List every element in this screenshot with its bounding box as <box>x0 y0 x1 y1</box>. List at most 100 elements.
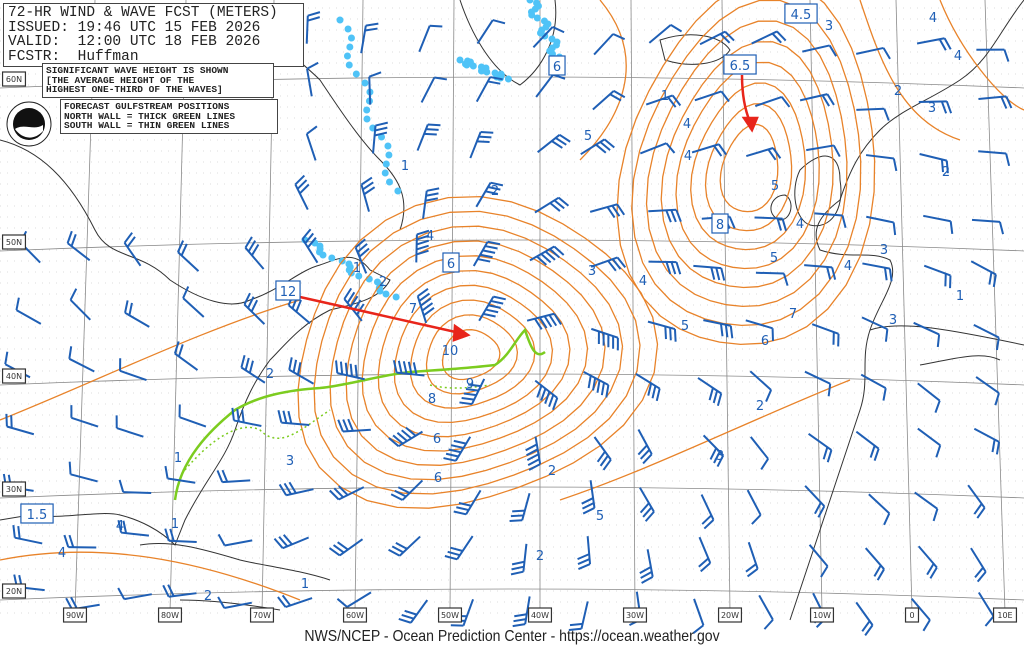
wind-barb <box>806 144 841 158</box>
lat-label: 50N <box>6 238 22 247</box>
note-line: HIGHEST ONE-THIRD OF THE WAVES] <box>46 84 223 95</box>
barb-shaft <box>167 477 196 484</box>
meridian-line <box>449 0 455 613</box>
barb-flag <box>892 222 897 236</box>
barb-flag <box>600 382 605 396</box>
wind-barb <box>328 538 364 557</box>
barb-flag <box>612 33 626 41</box>
max-wave-height-box-box <box>20 503 54 524</box>
wind-barb <box>336 591 372 608</box>
wind-barb <box>68 346 95 373</box>
max-wave-height-box: 6.5 <box>730 59 751 74</box>
barb-shaft <box>861 316 888 331</box>
wind-barb <box>390 479 424 501</box>
barb-flag <box>826 266 832 280</box>
barb-flag <box>115 415 118 429</box>
wind-barb <box>648 208 682 223</box>
wind-barb <box>973 324 1000 351</box>
wind-barb <box>639 142 676 155</box>
meridian-line <box>984 0 1006 613</box>
wind-barb <box>811 323 840 347</box>
wave-contour <box>645 20 848 308</box>
lon-label-box <box>992 607 1018 623</box>
barb-flag <box>397 360 403 374</box>
barb-flag <box>922 619 931 632</box>
barb-flag <box>339 361 344 375</box>
wind-barb <box>534 196 570 214</box>
wind-barb <box>913 321 941 348</box>
barb-flag <box>328 547 341 557</box>
barb-flag <box>675 209 682 222</box>
footer-credit: NWS/NCEP - Ocean Prediction Center - htt… <box>304 628 720 645</box>
barb-flag <box>418 292 431 302</box>
wind-barb <box>802 44 838 57</box>
noaa-logo-graphic <box>6 101 52 147</box>
barb-flag <box>251 243 260 256</box>
contour-label: 4 <box>58 546 66 561</box>
lat-label-box <box>1 71 27 87</box>
contour-label: 2 <box>756 399 764 414</box>
barb-shaft <box>923 214 951 223</box>
wind-barb <box>244 236 265 270</box>
contour-label: 2 <box>379 275 387 290</box>
max-wave-height-box: 6 <box>447 257 455 272</box>
contour-label: 4 <box>639 274 647 289</box>
wind-barb <box>12 525 43 545</box>
ice-dot <box>376 287 384 295</box>
barb-flag <box>763 619 774 630</box>
barb-flag <box>336 598 348 608</box>
barb-flag <box>943 37 952 50</box>
barb-shaft <box>910 598 931 621</box>
barb-flag <box>587 375 592 389</box>
barb-flag <box>294 174 306 186</box>
wind-barb <box>865 154 898 172</box>
wind-barb <box>306 61 319 97</box>
wave-contour <box>329 225 624 481</box>
barb-flag <box>553 245 565 256</box>
wind-barb <box>526 312 562 330</box>
contour-label: 6 <box>761 334 769 349</box>
wind-barb <box>861 316 889 342</box>
barb-flag <box>821 94 830 107</box>
barb-flag <box>282 534 293 546</box>
storm-track-arrow-1 <box>299 295 461 335</box>
wind-barb <box>124 300 150 328</box>
wind-barb <box>422 187 440 219</box>
barb-flag <box>700 562 711 573</box>
barb-flag <box>342 419 349 432</box>
note-line: NORTH WALL = THICK GREEN LINES <box>64 110 236 122</box>
ice-dot <box>347 34 355 42</box>
barb-flag <box>421 302 434 312</box>
ice-dot <box>463 61 471 69</box>
ice-dot <box>526 0 534 4</box>
wind-barb <box>288 357 315 385</box>
barb-flag <box>512 623 526 628</box>
contour-label: 4 <box>684 149 692 164</box>
coastline-africa-med <box>869 325 1024 366</box>
barb-flag <box>450 624 464 627</box>
barb-flag <box>299 183 310 195</box>
barb-flag <box>480 253 493 259</box>
wave-contour <box>675 61 820 270</box>
barb-shaft <box>975 376 1000 394</box>
barb-flag <box>765 389 773 402</box>
wind-barb <box>746 489 762 525</box>
barb-flag <box>368 71 382 78</box>
barb-shaft <box>68 357 95 373</box>
forecast-title-box: 72-HR WIND & WAVE FCST (METERS) ISSUED: … <box>3 3 304 67</box>
max-wave-height-box: 8 <box>716 218 724 233</box>
barb-flag <box>117 587 126 600</box>
wind-barb <box>415 229 430 263</box>
barb-flag <box>973 503 983 515</box>
wind-barb <box>532 26 565 48</box>
barb-flag <box>405 426 417 437</box>
barb-flag <box>304 232 315 244</box>
wind-barb <box>63 534 97 549</box>
wind-barb <box>66 230 91 262</box>
barb-flag <box>247 240 257 253</box>
storm-track-arrowhead-1 <box>452 323 471 342</box>
barb-flag <box>876 568 885 581</box>
barb-shaft <box>814 212 843 217</box>
wave-contour <box>660 41 834 289</box>
wind-barb <box>115 415 144 438</box>
